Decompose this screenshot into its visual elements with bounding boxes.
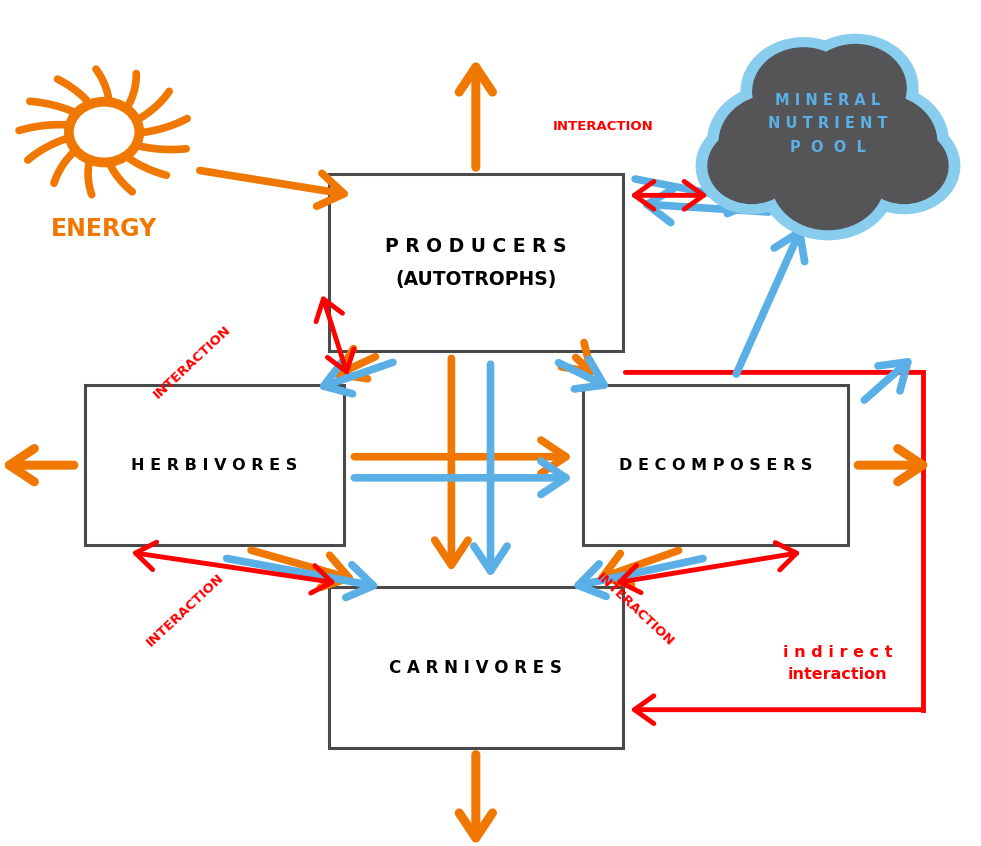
- Circle shape: [793, 35, 918, 142]
- Circle shape: [697, 118, 807, 213]
- Text: M I N E R A L
N U T R I E N T
P  O  O  L: M I N E R A L N U T R I E N T P O O L: [768, 93, 888, 155]
- Text: C A R N I V O R E S: C A R N I V O R E S: [389, 658, 562, 677]
- Text: P R O D U C E R S
(AUTOTROPHS): P R O D U C E R S (AUTOTROPHS): [386, 237, 567, 288]
- Circle shape: [741, 38, 866, 146]
- Bar: [584, 385, 848, 546]
- Circle shape: [708, 129, 796, 203]
- Circle shape: [860, 129, 948, 203]
- Text: ENERGY: ENERGY: [51, 217, 157, 241]
- Circle shape: [849, 118, 959, 213]
- Text: INTERACTION: INTERACTION: [144, 571, 227, 649]
- Circle shape: [79, 111, 129, 153]
- Circle shape: [827, 95, 937, 190]
- Circle shape: [752, 48, 854, 135]
- Circle shape: [760, 123, 896, 239]
- Text: H E R B I V O R E S: H E R B I V O R E S: [131, 458, 297, 473]
- Bar: [329, 174, 623, 351]
- Text: D E C O M P O S E R S: D E C O M P O S E R S: [619, 458, 812, 473]
- Bar: [84, 385, 343, 546]
- Text: i n d i r e c t
interaction: i n d i r e c t interaction: [783, 645, 893, 682]
- Text: INTERACTION: INTERACTION: [552, 119, 653, 133]
- Bar: [329, 587, 623, 748]
- Text: INTERACTION: INTERACTION: [594, 571, 677, 649]
- Text: INTERACTION: INTERACTION: [151, 323, 233, 401]
- Circle shape: [804, 45, 906, 132]
- Circle shape: [68, 101, 140, 163]
- Circle shape: [815, 85, 949, 200]
- Circle shape: [757, 71, 899, 193]
- Circle shape: [772, 133, 884, 229]
- Circle shape: [746, 61, 910, 203]
- Circle shape: [707, 85, 841, 200]
- Circle shape: [719, 95, 829, 190]
